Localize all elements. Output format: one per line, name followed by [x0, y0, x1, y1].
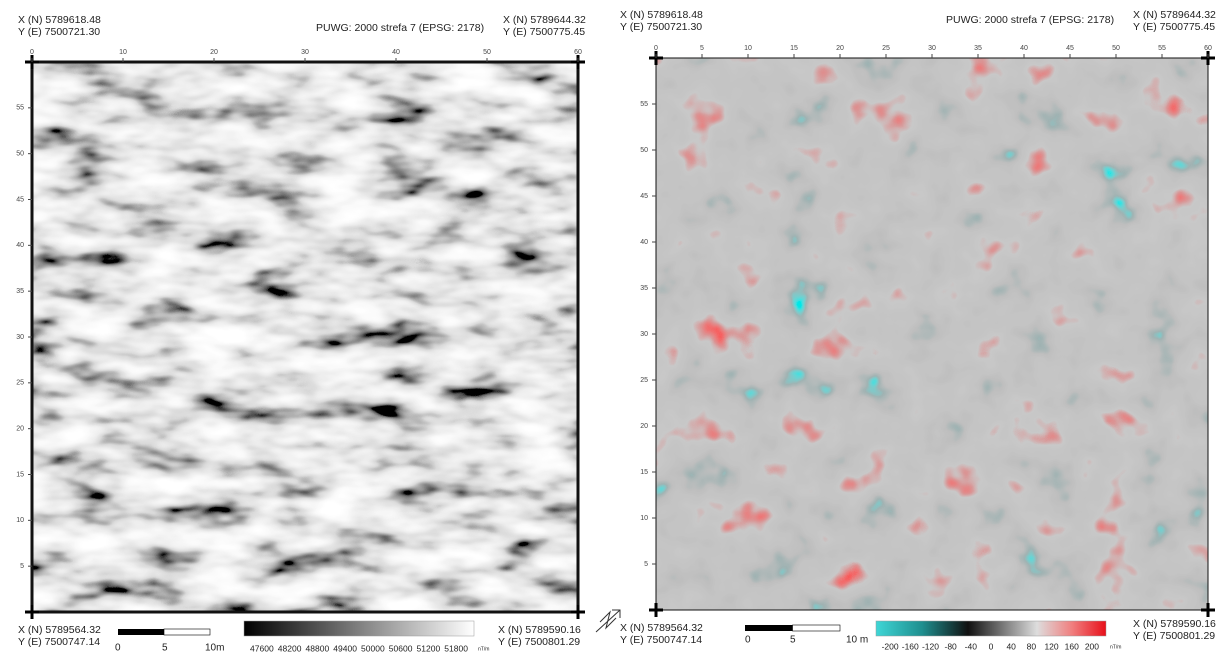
x-tick-label: 30 — [301, 49, 309, 56]
scale-label: 10 m — [846, 635, 868, 646]
coord-label: X (N) 5789590.16 — [498, 624, 581, 636]
y-tick-label: 55 — [16, 105, 24, 112]
x-tick-label: 50 — [1112, 45, 1120, 52]
north-arrow — [596, 610, 620, 632]
x-tick-label: 35 — [974, 45, 982, 52]
coord-label: Y (E) 7500747.14 — [18, 636, 100, 648]
colorbar-label: -80 — [944, 641, 957, 651]
map-panel: X (N) 5789618.48Y (E) 7500721.30 PUWG: 20… — [16, 14, 586, 654]
y-tick-label: 5 — [20, 563, 24, 570]
colorbar-label: 51200 — [417, 643, 441, 653]
raster — [32, 62, 578, 612]
coord-label: Y (E) 7500801.29 — [498, 636, 580, 648]
map-figure: X (N) 5789618.48Y (E) 7500721.30PUWG: 20… — [0, 0, 1216, 655]
colorbar-label: 0 — [989, 641, 994, 651]
y-tick-label: 25 — [640, 377, 648, 384]
y-tick-label: 45 — [16, 196, 24, 203]
coord-label: X (N) 5789590.16 — [1133, 618, 1216, 630]
y-tick-label: 50 — [16, 151, 24, 158]
y-tick-label: 40 — [16, 242, 24, 249]
scale-bar-white — [164, 629, 210, 635]
colorbar-unit: nT/m — [1110, 644, 1121, 650]
y-tick-label: 35 — [640, 285, 648, 292]
y-tick-label: 15 — [640, 469, 648, 476]
coord-label: Y (E) 7500721.30 — [18, 26, 100, 38]
colorbar-label: -200 — [882, 641, 899, 651]
colorbar-label: 48200 — [278, 643, 302, 653]
coord-label: X (N) 5789564.32 — [18, 624, 101, 636]
y-tick-label: 50 — [640, 147, 648, 154]
colorbar-label: 51800 — [444, 643, 468, 653]
coord-label: X (N) 5789644.32 — [1133, 9, 1216, 21]
x-tick-label: 60 — [574, 49, 582, 56]
y-tick-label: 20 — [16, 426, 24, 433]
colorbar — [244, 621, 474, 636]
x-tick-label: 45 — [1066, 45, 1074, 52]
colorbar-label: 48800 — [306, 643, 330, 653]
y-tick-label: 10 — [16, 517, 24, 524]
x-tick-label: 10 — [744, 45, 752, 52]
x-tick-label: 25 — [882, 45, 890, 52]
scale-bar-black — [118, 629, 164, 635]
coord-label: X (N) 5789618.48 — [620, 9, 703, 21]
colorbar — [876, 621, 1106, 636]
coord-label: Y (E) 7500801.29 — [1133, 630, 1215, 642]
colorbar-label: 160 — [1065, 641, 1079, 651]
x-tick-label: 55 — [1158, 45, 1166, 52]
colorbar-label: 120 — [1044, 641, 1058, 651]
colorbar-label: 200 — [1085, 641, 1099, 651]
x-tick-label: 0 — [30, 49, 34, 56]
colorbar-label: 80 — [1027, 641, 1037, 651]
x-tick-label: 5 — [700, 45, 704, 52]
colorbar-label: 47600 — [250, 643, 274, 653]
x-tick-label: 20 — [210, 49, 218, 56]
x-tick-label: 15 — [790, 45, 798, 52]
y-tick-label: 35 — [16, 288, 24, 295]
y-tick-label: 30 — [640, 331, 648, 338]
y-tick-label: 25 — [16, 380, 24, 387]
scale-bar-white — [793, 625, 841, 631]
x-tick-label: 0 — [654, 45, 658, 52]
raster — [656, 58, 1208, 610]
y-tick-label: 5 — [644, 561, 648, 568]
map-panel: X (N) 5789618.48Y (E) 7500721.30 PUWG: 20… — [620, 9, 1216, 651]
colorbar-label: 40 — [1006, 641, 1016, 651]
crs-label: PUWG: 2000 strefa 7 (EPSG: 2178) — [316, 22, 484, 34]
scale-label: 0 — [745, 635, 751, 646]
scale-bar-black — [745, 625, 793, 631]
x-tick-label: 20 — [836, 45, 844, 52]
y-tick-label: 40 — [640, 239, 648, 246]
x-tick-label: 60 — [1204, 45, 1212, 52]
coord-label: X (N) 5789564.32 — [620, 622, 703, 634]
colorbar-unit: nT/m — [478, 646, 489, 652]
y-tick-label: 45 — [640, 193, 648, 200]
y-tick-label: 15 — [16, 471, 24, 478]
y-tick-label: 10 — [640, 515, 648, 522]
coord-label: Y (E) 7500747.14 — [620, 634, 702, 646]
crs-label: PUWG: 2000 strefa 7 (EPSG: 2178) — [946, 14, 1114, 26]
coord-label: X (N) 5789644.32 — [503, 14, 586, 26]
x-tick-label: 50 — [483, 49, 491, 56]
colorbar-label: -120 — [922, 641, 939, 651]
y-tick-label: 55 — [640, 101, 648, 108]
coord-label: Y (E) 7500721.30 — [620, 21, 702, 33]
x-tick-label: 10 — [119, 49, 127, 56]
colorbar-label: -160 — [902, 641, 919, 651]
colorbar-label: 50000 — [361, 643, 385, 653]
x-tick-label: 30 — [928, 45, 936, 52]
scale-label: 0 — [115, 643, 121, 654]
scale-label: 5 — [790, 635, 796, 646]
coord-label: X (N) 5789618.48 — [18, 14, 101, 26]
x-tick-label: 40 — [392, 49, 400, 56]
x-tick-label: 40 — [1020, 45, 1028, 52]
scale-label: 5 — [162, 643, 168, 654]
scale-label: 10m — [205, 643, 224, 654]
colorbar-label: 50600 — [389, 643, 413, 653]
y-tick-label: 30 — [16, 334, 24, 341]
coord-label: Y (E) 7500775.45 — [503, 26, 585, 38]
y-tick-label: 20 — [640, 423, 648, 430]
colorbar-label: 49400 — [333, 643, 357, 653]
coord-label: Y (E) 7500775.45 — [1133, 21, 1215, 33]
colorbar-label: -40 — [965, 641, 978, 651]
